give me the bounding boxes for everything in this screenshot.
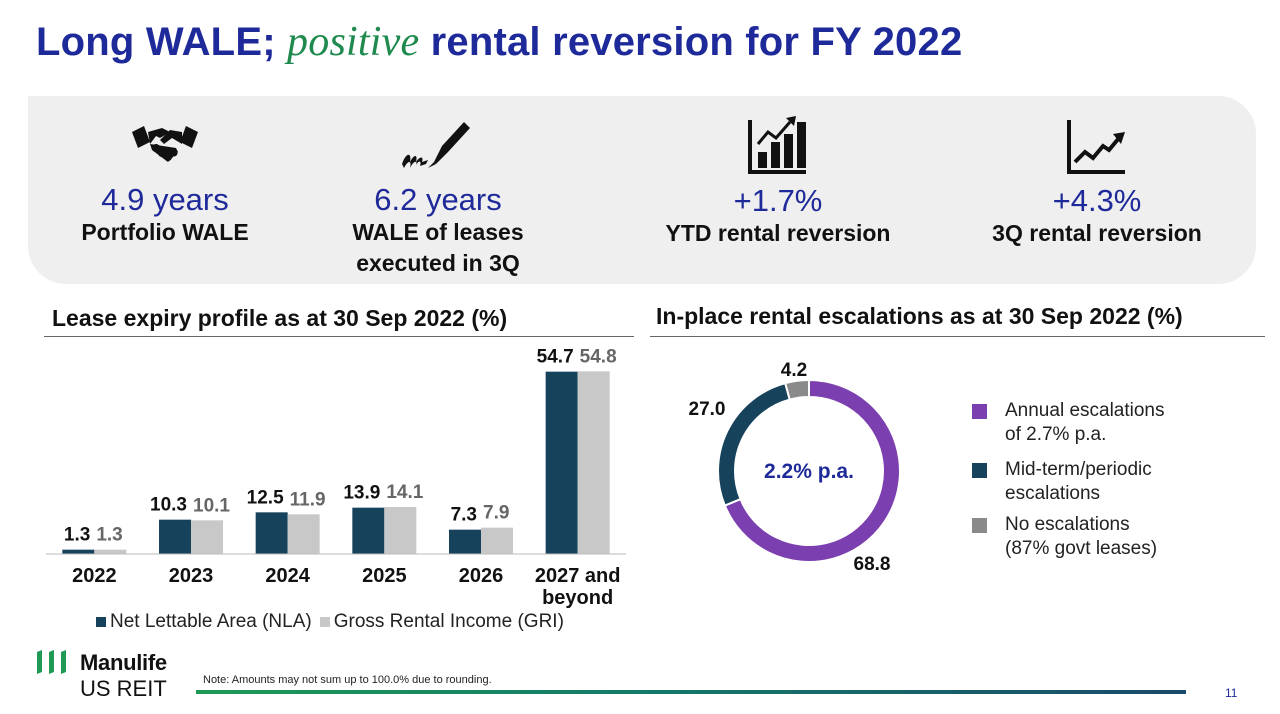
x-tick-label-5: 2027 and beyond <box>535 565 621 609</box>
x-tick-label-3: 2025 <box>362 565 407 587</box>
bar-nla-3 <box>352 507 385 554</box>
donut-slice-2 <box>784 378 810 401</box>
kpi-value: 6.2 years <box>374 182 502 217</box>
donut-center-label: 2.2% p.a. <box>764 460 854 483</box>
kpi-label: Portfolio WALE <box>81 219 249 245</box>
bar-gri-0 <box>94 549 127 554</box>
handshake-icon <box>132 126 198 162</box>
legend-label-none: No escalations (87% govt leases) <box>1005 514 1158 559</box>
legend-swatch-none <box>972 518 987 533</box>
bar-nla-0 <box>62 549 95 554</box>
kpi-label: WALE of leases executed in 3Q <box>352 219 524 276</box>
logo-text: Manulife US REIT <box>80 650 167 702</box>
donut-label-2: 4.2 <box>781 360 807 381</box>
logo-brand-sub: US REIT <box>80 676 167 701</box>
footer-line <box>196 690 1186 694</box>
pen-signature-icon <box>402 122 470 168</box>
logo-brand: Manulife <box>80 650 167 675</box>
bar-label-nla-1: 10.3 <box>150 495 187 516</box>
manulife-logo: Manulife US REIT <box>36 650 167 701</box>
kpi-3q-reversion: +4.3% 3Q rental reversion <box>968 96 1226 249</box>
title-part1: Long WALE; <box>36 20 276 64</box>
bar-nla-1 <box>159 519 191 554</box>
bar-label-gri-3: 14.1 <box>386 482 423 503</box>
kpi-label: 3Q rental reversion <box>992 220 1202 246</box>
legend-swatch-midterm <box>972 463 987 478</box>
bar-chart-icon <box>748 116 806 174</box>
x-tick-label-2: 2024 <box>265 565 310 587</box>
title-accent: positive <box>287 19 420 65</box>
bar-nla-5 <box>545 371 578 554</box>
x-tick-label-1: 2023 <box>169 565 214 587</box>
kpi-portfolio-wale: 4.9 years Portfolio WALE <box>46 96 284 248</box>
bar-label-nla-3: 13.9 <box>343 483 380 504</box>
legend-swatch-gri <box>319 617 330 627</box>
kpi-panel: 4.9 years Portfolio WALE 6.2 years WALE … <box>28 96 1256 284</box>
bar-label-nla-2: 12.5 <box>247 487 284 508</box>
x-tick-label-4: 2026 <box>459 565 504 587</box>
bar-gri-2 <box>287 514 320 554</box>
bar-label-nla-5: 54.7 <box>537 347 574 368</box>
donut-slice-0 <box>723 378 901 563</box>
donut-legend-midterm: Mid-term/periodic escalations <box>972 458 1152 506</box>
kpi-label: YTD rental reversion <box>665 220 891 246</box>
kpi-value: 4.9 years <box>101 182 229 217</box>
bar-label-gri-5: 54.8 <box>580 346 617 367</box>
bar-nla-4 <box>449 529 481 554</box>
title-part2: rental reversion for FY 2022 <box>430 20 963 64</box>
bar-gri-4 <box>481 527 513 554</box>
kpi-wale-3q: 6.2 years WALE of leases executed in 3Q <box>328 96 548 279</box>
bar-gri-1 <box>191 520 223 554</box>
bar-label-gri-1: 10.1 <box>193 495 230 516</box>
bar-gri-3 <box>384 507 417 554</box>
bar-label-nla-0: 1.3 <box>64 525 90 546</box>
x-tick-label-0: 2022 <box>72 565 117 587</box>
line-chart-icon <box>1067 120 1125 174</box>
page-number: 11 <box>1225 686 1238 700</box>
donut-label-1: 27.0 <box>689 399 726 420</box>
bar-nla-2 <box>255 512 288 554</box>
legend-label-midterm: Mid-term/periodic escalations <box>1005 459 1152 504</box>
manulife-logo-icon <box>37 650 66 674</box>
donut-label-0: 68.8 <box>854 554 891 575</box>
bar-gri-5 <box>577 371 610 554</box>
footnote: Note: Amounts may not sum up to 100.0% d… <box>203 674 492 686</box>
donut-legend-annual: Annual escalations of 2.7% p.a. <box>972 399 1165 447</box>
legend-label-annual: Annual escalations of 2.7% p.a. <box>1005 400 1165 445</box>
escalations-title: In-place rental escalations as at 30 Sep… <box>656 303 1183 329</box>
bar-label-gri-2: 11.9 <box>290 489 326 510</box>
donut-slice-1 <box>717 381 791 507</box>
bar-label-gri-0: 1.3 <box>96 525 122 546</box>
escalations-rule <box>650 336 1265 337</box>
kpi-ytd-reversion: +1.7% YTD rental reversion <box>640 96 916 249</box>
bar-label-gri-4: 7.9 <box>483 503 509 524</box>
lease-expiry-title: Lease expiry profile as at 30 Sep 2022 (… <box>52 305 508 331</box>
page-title: Long WALE; positive rental reversion for… <box>36 18 962 66</box>
kpi-value: +4.3% <box>1052 183 1142 218</box>
lease-expiry-rule <box>44 336 634 337</box>
legend-label-nla: Net Lettable Area (NLA) <box>110 611 312 632</box>
bar-label-nla-4: 7.3 <box>451 505 477 526</box>
kpi-value: +1.7% <box>733 183 823 218</box>
legend-swatch-nla <box>96 617 106 627</box>
bar-chart-legend: Net Lettable Area (NLA) Gross Rental Inc… <box>96 611 564 633</box>
legend-label-gri: Gross Rental Income (GRI) <box>333 611 564 632</box>
donut-legend-none: No escalations (87% govt leases) <box>972 513 1157 561</box>
legend-swatch-annual <box>972 404 987 419</box>
